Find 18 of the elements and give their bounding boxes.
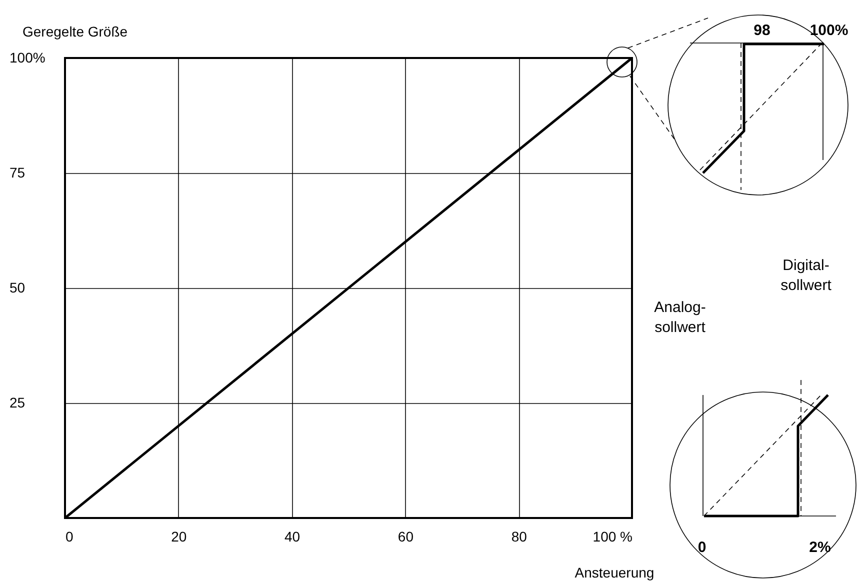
y-tick-label: 75: [10, 164, 26, 180]
text: 2%: [809, 539, 831, 556]
text: 100%: [810, 22, 848, 39]
text: 98: [754, 22, 770, 39]
text: Digital- sollwert: [780, 257, 832, 294]
y-tick-label: 25: [10, 394, 26, 410]
x-tick-label: 0: [66, 528, 74, 544]
x-tick-label: 20: [171, 528, 187, 544]
y-tick-label: 50: [10, 280, 26, 296]
text: 0: [698, 539, 706, 556]
y-tick-label: 100%: [10, 50, 46, 66]
x-tick-label: 60: [398, 528, 414, 544]
x-axis-title: Ansteuerung: [574, 564, 654, 580]
x-tick-label: 100 %: [592, 528, 632, 544]
y-axis-title: Geregelte Größe: [22, 24, 128, 40]
x-tick-label: 80: [511, 528, 528, 544]
text: Analog- sollwert: [654, 299, 706, 336]
x-tick-label: 40: [284, 528, 300, 544]
